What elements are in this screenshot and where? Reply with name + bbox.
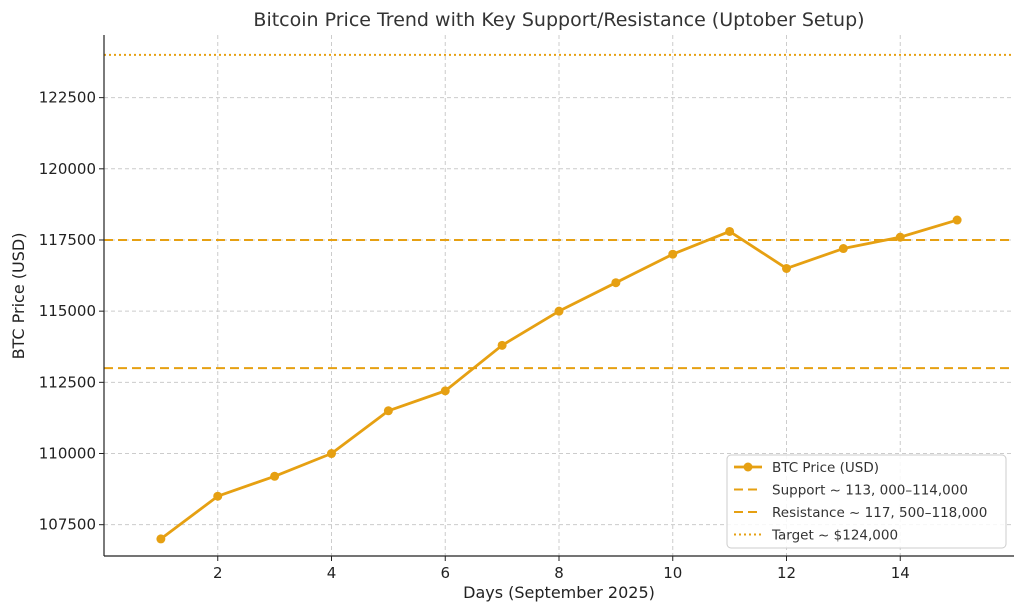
data-point [838,244,848,254]
y-tick-label: 107500 [39,516,96,534]
chart-title: Bitcoin Price Trend with Key Support/Res… [253,9,864,31]
data-point [440,386,450,396]
data-point [156,534,166,544]
y-tick-label: 122500 [39,89,96,107]
x-tick-label: 14 [891,564,910,582]
data-point [725,226,735,236]
x-tick-label: 8 [554,564,564,582]
x-axis-label: Days (September 2025) [463,583,655,602]
y-axis-label: BTC Price (USD) [9,233,28,360]
y-tick-label: 117500 [39,231,96,249]
data-point [895,232,905,242]
data-point [952,215,962,225]
data-point [327,449,336,459]
data-point [782,263,791,273]
data-point [383,406,393,416]
y-tick-label: 120000 [39,160,96,178]
y-tick-label: 115000 [39,302,96,320]
data-point [270,471,280,481]
data-point [497,340,507,350]
legend-swatch-marker [743,462,753,472]
x-tick-label: 2 [213,564,223,582]
y-tick-label: 110000 [39,445,96,463]
x-tick-label: 6 [440,564,450,582]
x-tick-label: 4 [327,564,337,582]
series-group [156,215,962,544]
legend: BTC Price (USD) Support ~ 113, 000–114,00… [726,454,1007,549]
y-tick-labels: 107500 110000 112500 115000 117500 120000 1225… [39,89,104,534]
data-point [668,249,678,259]
legend-entry-label: BTC Price (USD) [772,460,879,476]
reference-lines [104,53,1014,370]
data-point [213,491,223,501]
x-tick-label: 12 [777,564,796,582]
legend-entry-label: Support ~ 113, 000–114,000 [772,483,968,499]
x-tick-label: 10 [663,564,682,582]
data-point [611,278,621,288]
legend-entry-label: Resistance ~ 117, 500–118,000 [772,505,987,521]
legend-box [726,454,1007,549]
legend-entry-label: Target ~ $124,000 [771,528,898,544]
data-point [554,306,564,316]
x-tick-labels: 2 4 6 8 10 12 14 [213,556,910,582]
y-tick-label: 112500 [39,373,96,391]
